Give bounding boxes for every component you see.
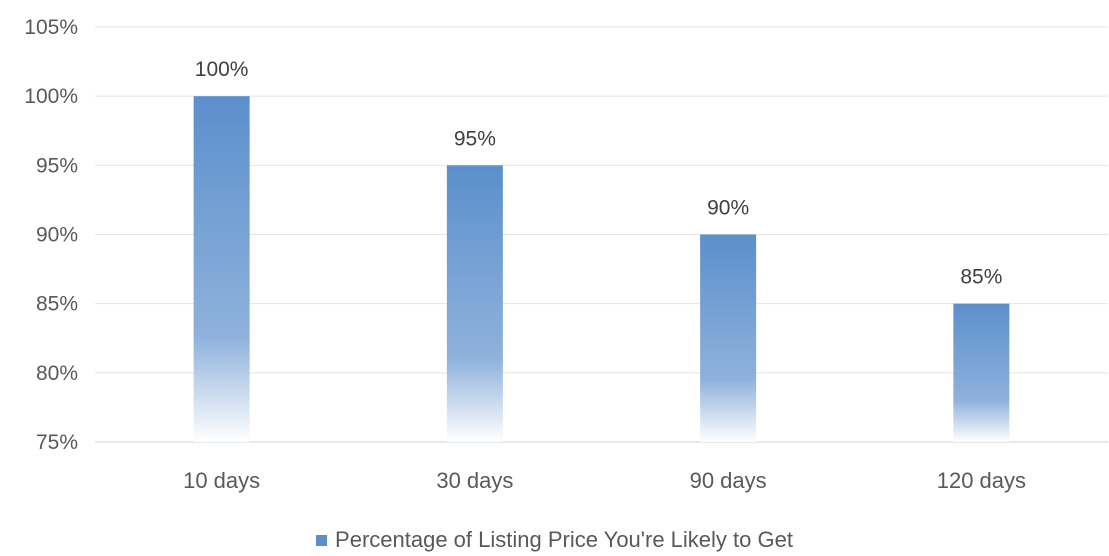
legend-swatch: [316, 534, 328, 546]
y-tick-label: 85%: [36, 293, 78, 316]
bars: [193, 96, 1010, 443]
bar: [953, 303, 1010, 442]
y-tick-label: 95%: [36, 154, 78, 177]
y-tick-label: 90%: [36, 224, 78, 247]
data-label: 90%: [707, 197, 749, 220]
y-tick-label: 100%: [24, 85, 78, 108]
legend: Percentage of Listing Price You're Likel…: [0, 527, 1109, 553]
bar: [446, 165, 503, 443]
bar: [193, 96, 250, 443]
data-label: 95%: [454, 127, 496, 150]
legend-label: Percentage of Listing Price You're Likel…: [335, 527, 793, 552]
bar-chart-plot: 75% 80% 85% 90% 95% 100% 105% 100% 10 days 95% 30 …: [24, 16, 1108, 493]
y-tick-label: 80%: [36, 362, 78, 385]
x-tick-label: 90 days: [690, 468, 767, 493]
x-tick-label: 10 days: [183, 468, 260, 493]
y-tick-label: 105%: [24, 16, 78, 39]
data-label: 85%: [960, 266, 1002, 289]
data-label: 100%: [195, 58, 249, 81]
x-tick-label: 120 days: [937, 468, 1026, 493]
bar: [700, 234, 757, 442]
gridlines: [95, 26, 1108, 443]
labels: 75% 80% 85% 90% 95% 100% 105% 100% 10 days 95% 30 …: [24, 16, 1026, 493]
y-tick-label: 75%: [36, 431, 78, 454]
x-tick-label: 30 days: [436, 468, 513, 493]
